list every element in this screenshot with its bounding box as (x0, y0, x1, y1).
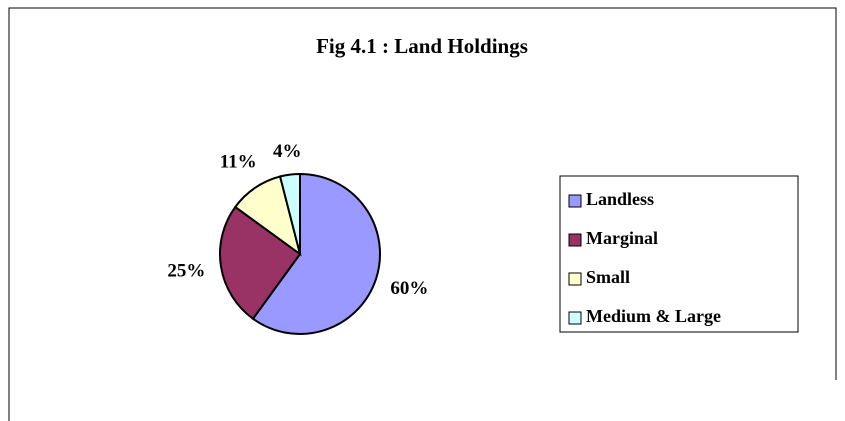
legend-swatch (568, 194, 582, 208)
pie-slice (219, 205, 302, 321)
data-label: 4% (273, 141, 302, 162)
legend-label: Landless (586, 189, 654, 209)
legend-label: Small (586, 267, 630, 287)
pie-slice (251, 172, 381, 335)
data-label: 25% (167, 260, 205, 281)
legend-label: Marginal (586, 228, 658, 248)
pie-slice (278, 172, 301, 255)
data-label: 60% (390, 278, 428, 299)
chart-title: Fig 4.1 : Land Holdings (316, 34, 528, 58)
frame (8, 7, 837, 421)
data-label: 11% (220, 151, 257, 172)
legend-swatch (568, 233, 582, 247)
legend-swatch (568, 272, 582, 286)
legend-label: Medium & Large (586, 306, 721, 326)
legend-swatch (568, 311, 582, 325)
legend-box (559, 175, 799, 333)
